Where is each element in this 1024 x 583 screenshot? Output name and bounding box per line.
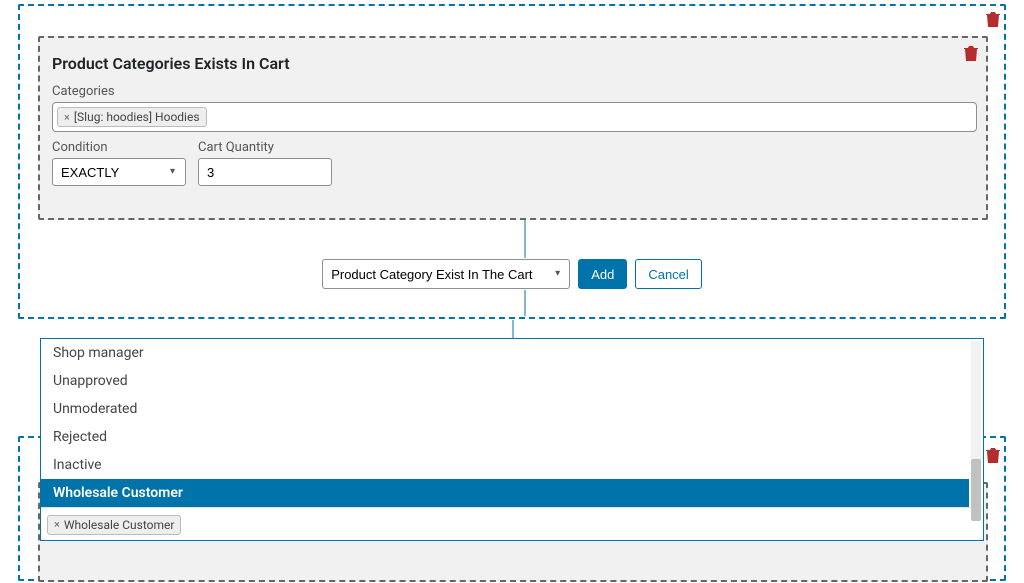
delete-group-icon[interactable] (986, 12, 1000, 32)
condition-group-1: Product Categories Exists In Cart Catego… (18, 4, 1006, 319)
add-condition-row: Product Category Exist In The Cart ▾ Add… (20, 259, 1004, 289)
page: Product Categories Exists In Cart Catego… (0, 0, 1024, 583)
role-option[interactable]: Shop manager (41, 339, 969, 367)
connector-line (524, 290, 526, 316)
connector-line (524, 220, 526, 258)
categories-label: Categories (52, 84, 115, 99)
categories-input[interactable]: × [Slug: hoodies] Hoodies (52, 102, 977, 132)
cancel-button[interactable]: Cancel (635, 259, 701, 289)
role-option[interactable]: Unmoderated (41, 395, 969, 423)
condition-block-1: Product Categories Exists In Cart Catego… (38, 36, 988, 220)
delete-block-icon[interactable] (964, 46, 978, 66)
role-option[interactable]: Wholesale Customer (41, 479, 969, 507)
connector-line (512, 320, 514, 338)
add-button[interactable]: Add (578, 259, 627, 289)
block-title: Product Categories Exists In Cart (52, 54, 290, 73)
role-option[interactable]: Rejected (41, 423, 969, 451)
category-tag[interactable]: × [Slug: hoodies] Hoodies (57, 107, 207, 127)
scrollbar-thumb[interactable] (971, 459, 981, 521)
cart-quantity-input[interactable] (198, 158, 332, 186)
condition-type-select[interactable]: Product Category Exist In The Cart (322, 259, 570, 289)
role-dropdown-panel: Shop managerUnapprovedUnmoderatedRejecte… (40, 338, 984, 541)
role-option-list: Shop managerUnapprovedUnmoderatedRejecte… (41, 339, 983, 507)
condition-select[interactable]: EXACTLY (52, 158, 186, 186)
condition-label: Condition (52, 140, 108, 155)
selected-role-tag[interactable]: × Wholesale Customer (47, 515, 181, 535)
remove-tag-icon[interactable]: × (54, 518, 60, 531)
selected-tag-row: × Wholesale Customer (41, 507, 983, 540)
selected-role-tag-label: Wholesale Customer (64, 518, 175, 532)
role-option[interactable]: Unapproved (41, 367, 969, 395)
role-option[interactable]: Inactive (41, 451, 969, 479)
category-tag-label: [Slug: hoodies] Hoodies (74, 110, 200, 124)
remove-tag-icon[interactable]: × (64, 111, 70, 124)
delete-group-icon[interactable] (986, 448, 1000, 468)
cart-quantity-label: Cart Quantity (198, 140, 274, 155)
